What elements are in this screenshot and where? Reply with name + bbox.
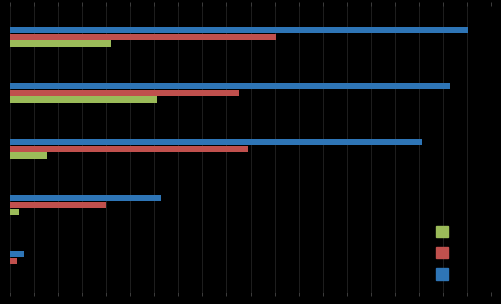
Bar bbox=[10, 209, 19, 215]
Bar bbox=[10, 146, 248, 152]
Bar bbox=[10, 258, 17, 264]
Bar bbox=[10, 251, 24, 257]
Bar bbox=[10, 34, 276, 40]
Bar bbox=[10, 83, 450, 89]
Bar bbox=[10, 90, 239, 96]
Bar bbox=[10, 96, 157, 103]
Bar bbox=[10, 202, 106, 208]
Bar bbox=[10, 27, 468, 33]
Bar bbox=[10, 195, 161, 202]
Bar bbox=[10, 40, 111, 47]
Bar bbox=[10, 139, 422, 145]
Bar bbox=[10, 153, 47, 159]
